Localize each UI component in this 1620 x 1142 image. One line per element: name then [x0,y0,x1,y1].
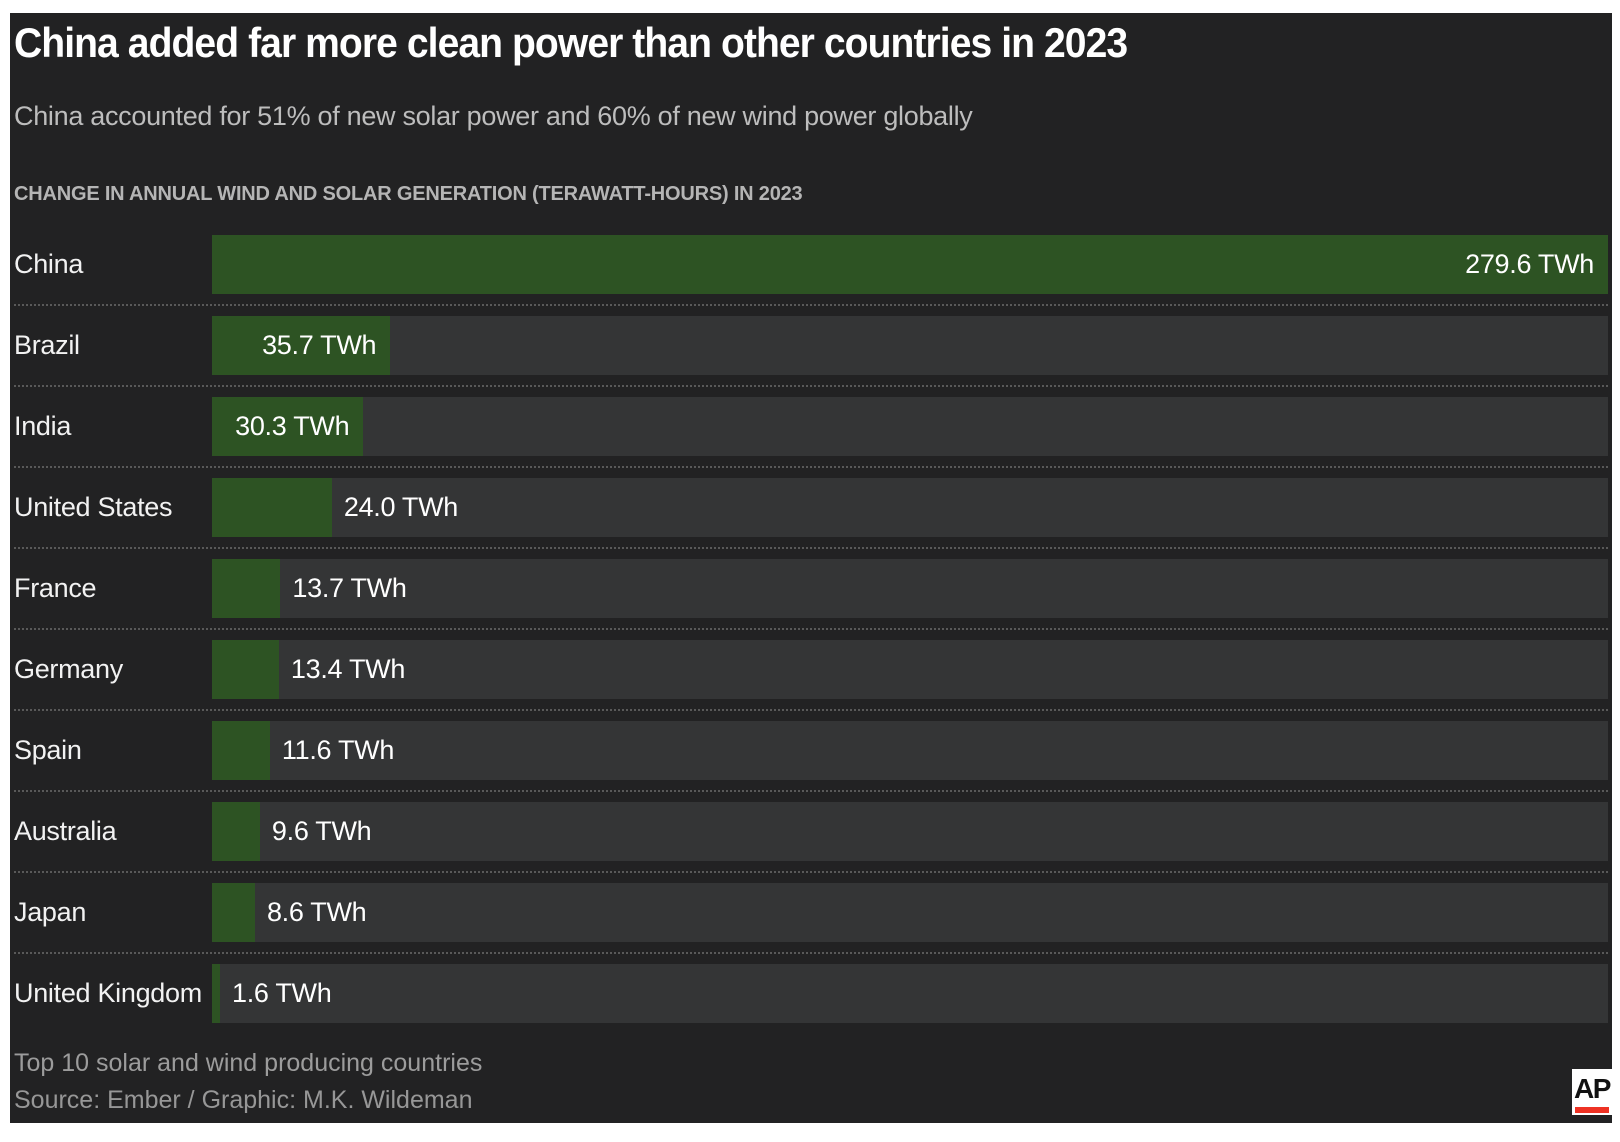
country-label: Australia [14,816,117,846]
value-label: 30.3 TWh [235,411,350,441]
bar-track: 11.6 TWh [212,721,1608,780]
bar-row: France 13.7 TWh [14,547,1608,628]
value-label: 279.6 TWh [1465,249,1594,279]
value-label: 35.7 TWh [262,330,377,360]
bar-track: 35.7 TWh [212,316,1608,375]
country-label: United Kingdom [14,978,202,1008]
value-label: 8.6 TWh [266,897,367,927]
bar-row: Brazil 35.7 TWh [14,304,1608,385]
bar-row: China 279.6 TWh [14,225,1608,304]
bar-track: 279.6 TWh [212,235,1608,294]
bar-track: 13.7 TWh [212,559,1608,618]
ap-logo-text: AP [1574,1073,1611,1104]
bar-row: India 30.3 TWh [14,385,1608,466]
bar-track: 30.3 TWh [212,397,1608,456]
bar-fill [212,883,255,942]
bar-row: Spain 11.6 TWh [14,709,1608,790]
bar-row: United States 24.0 TWh [14,466,1608,547]
bar-row: Japan 8.6 TWh [14,871,1608,952]
page-subtitle: China accounted for 51% of new solar pow… [14,101,973,131]
bar-track: 24.0 TWh [212,478,1608,537]
bar-fill [212,559,281,618]
value-label: 13.7 TWh [292,573,407,603]
bar-track: 13.4 TWh [212,640,1608,699]
value-label: 24.0 TWh [343,492,458,522]
bar-track: 1.6 TWh [212,964,1608,1023]
bar-fill [212,802,260,861]
country-label: India [14,411,72,441]
bar-fill [212,478,332,537]
page-title: China added far more clean power than ot… [14,19,1128,66]
bar-fill [212,721,270,780]
bar-fill [212,316,391,375]
country-label: Brazil [14,330,80,360]
ap-logo: AP [1572,1069,1612,1115]
ap-logo-red-bar [1575,1107,1609,1113]
bar-fill [212,235,1608,294]
footer-note: Top 10 solar and wind producing countrie… [14,1049,483,1077]
value-label: 13.4 TWh [290,654,406,684]
source-credit: Source: Ember / Graphic: M.K. Wildeman [14,1086,473,1114]
bar-fill [212,640,279,699]
country-label: United States [14,492,173,522]
bar-fill [212,964,220,1023]
country-label: Germany [14,654,123,684]
value-label: 1.6 TWh [231,978,332,1008]
bar-row: Germany 13.4 TWh [14,628,1608,709]
country-label: China [14,249,84,279]
chart-axis-label: CHANGE IN ANNUAL WIND AND SOLAR GENERATI… [14,183,803,205]
bar-row: Australia 9.6 TWh [14,790,1608,871]
bar-track: 8.6 TWh [212,883,1608,942]
bar-fill [212,397,364,456]
bar-track: 9.6 TWh [212,802,1608,861]
bar-chart: China 279.6 TWh Brazil 35.7 TWh India 30.3 TW… [14,225,1608,1033]
country-label: Spain [14,735,82,765]
country-label: Japan [14,897,87,927]
value-label: 9.6 TWh [271,816,372,846]
country-label: France [14,573,97,603]
chart-canvas: China added far more clean power than ot… [10,13,1612,1123]
bar-row: United Kingdom 1.6 TWh [14,952,1608,1033]
value-label: 11.6 TWh [281,735,395,765]
